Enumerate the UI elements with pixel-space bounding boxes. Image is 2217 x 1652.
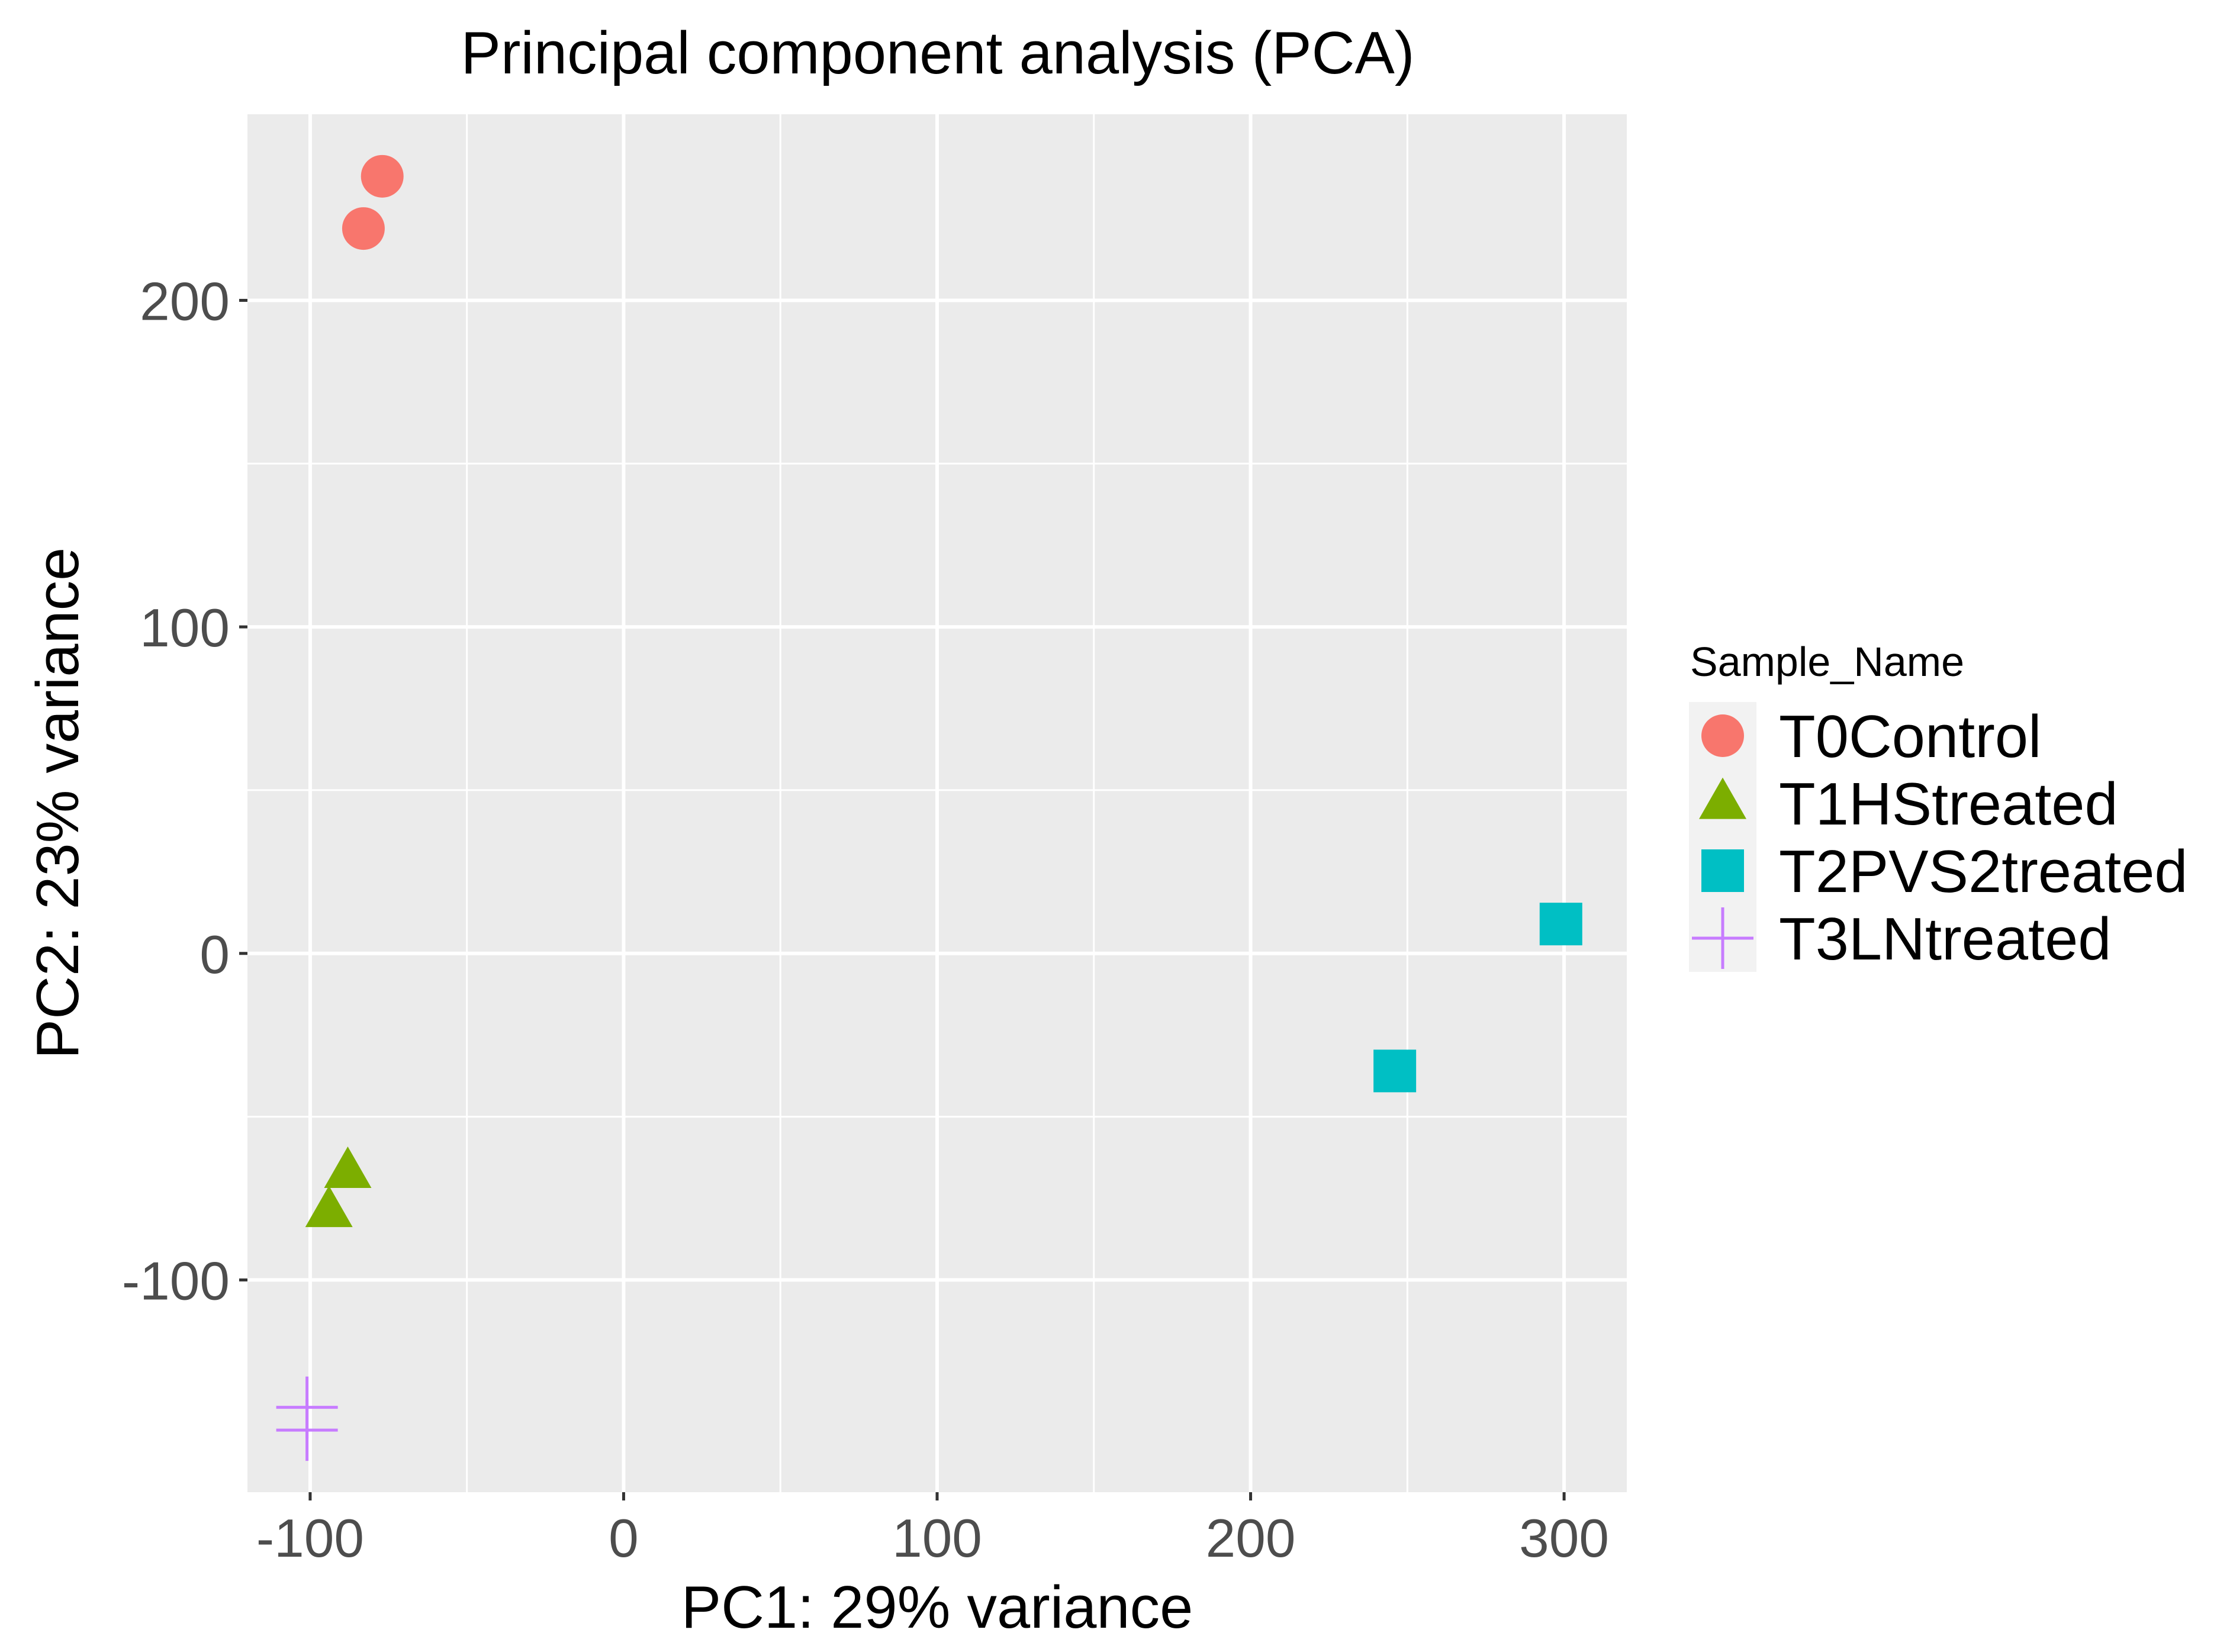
y-tick-label: 200 — [140, 272, 230, 331]
data-point-triangle — [305, 1186, 353, 1228]
legend-key-triangle — [1699, 777, 1746, 819]
legend-label: T1HStreated — [1779, 771, 2118, 838]
legend-key-plus — [1692, 907, 1753, 969]
x-tick-label: 0 — [609, 1509, 639, 1569]
data-point-square — [1373, 1049, 1417, 1093]
x-tick-label: 200 — [1206, 1509, 1296, 1569]
data-point-circle — [361, 154, 404, 198]
x-tick-label: 300 — [1519, 1509, 1609, 1569]
x-tick-label: 100 — [892, 1509, 982, 1569]
x-axis-title: PC1: 29% variance — [681, 1574, 1193, 1641]
legend: Sample_Name T0ControlT1HStreatedT2PVS2tr… — [1689, 639, 2188, 972]
data-point-plus — [276, 1399, 338, 1461]
data-point-circle — [342, 207, 385, 250]
data-point-triangle — [324, 1146, 372, 1188]
legend-key-square — [1701, 849, 1744, 892]
y-tick-label: 100 — [140, 598, 230, 658]
chart-title: Principal component analysis (PCA) — [461, 20, 1414, 86]
points-layer — [276, 154, 1582, 1461]
y-tick-label: 0 — [200, 925, 230, 985]
legend-label: T0Control — [1779, 704, 2041, 770]
y-tick-label: -100 — [122, 1251, 230, 1311]
grid-major — [247, 114, 1627, 1492]
legend-label: T2PVS2treated — [1779, 839, 2188, 905]
data-point-square — [1539, 903, 1582, 946]
y-axis: -100 0 100 200 — [122, 272, 247, 1311]
x-axis: -100 0 100 200 300 — [256, 1492, 1609, 1569]
y-axis-title: PC2: 23% variance — [25, 548, 91, 1060]
legend-title: Sample_Name — [1690, 639, 1964, 685]
legend-label: T3LNtreated — [1779, 906, 2111, 972]
x-tick-label: -100 — [256, 1509, 364, 1569]
legend-key-circle — [1701, 714, 1744, 757]
legend-items: T0ControlT1HStreatedT2PVS2treatedT3LNtre… — [1692, 704, 2188, 972]
